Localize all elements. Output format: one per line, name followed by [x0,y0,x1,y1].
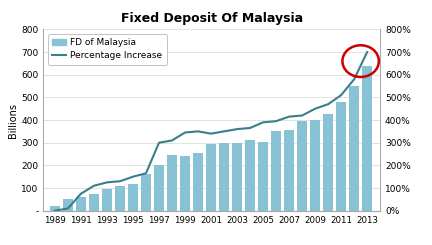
Bar [76,197,86,211]
Bar [167,155,177,211]
Title: Fixed Deposit Of Malaysia: Fixed Deposit Of Malaysia [121,12,303,25]
Bar [193,153,203,211]
Legend: FD of Malaysia, Percentage Increase: FD of Malaysia, Percentage Increase [48,34,167,64]
Bar [284,130,294,211]
Bar [323,114,333,211]
Bar [310,120,320,211]
Bar [154,165,164,211]
Bar [258,142,268,211]
Bar [128,184,138,211]
Bar [349,86,359,211]
Bar [63,199,73,211]
Bar [362,66,372,211]
Bar [336,102,346,211]
Bar [271,131,281,211]
Bar [50,206,60,211]
Bar [232,143,242,211]
Bar [297,121,307,211]
Bar [180,156,190,211]
Bar [141,174,151,211]
Bar [219,143,229,211]
Bar [245,140,255,211]
Bar [115,186,125,211]
Y-axis label: Billions: Billions [8,103,18,137]
Bar [206,144,216,211]
Bar [102,189,112,211]
Bar [89,194,99,211]
